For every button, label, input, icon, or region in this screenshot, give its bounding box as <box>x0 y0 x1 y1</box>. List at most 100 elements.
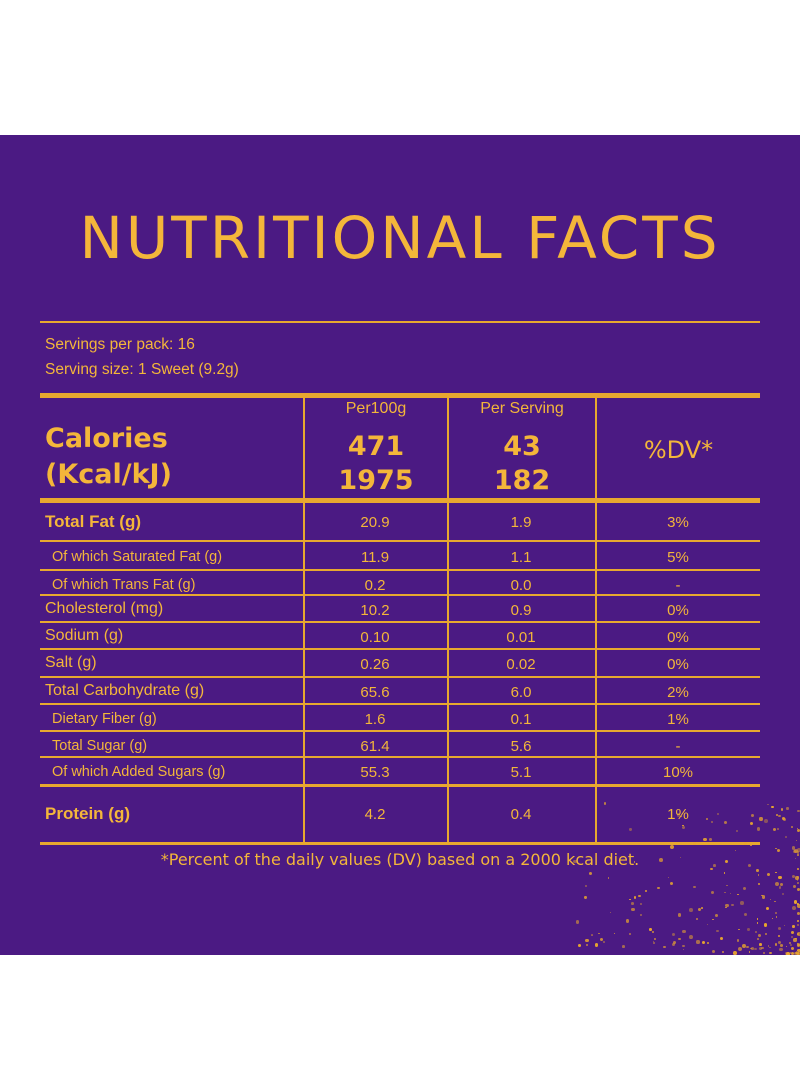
dust-particle <box>588 871 592 875</box>
dust-particle <box>743 842 748 846</box>
dust-particle <box>780 882 784 886</box>
dust-particle <box>724 891 726 894</box>
dust-particle <box>792 906 797 911</box>
nutrient-label: Dietary Fiber (g) <box>52 710 157 727</box>
dust-particle <box>659 858 663 863</box>
page-title: NUTRITIONAL FACTS <box>79 204 721 272</box>
dust-particle <box>656 886 660 890</box>
dust-particle <box>758 933 762 937</box>
dust-particle <box>737 939 740 942</box>
dust-particle <box>797 911 800 915</box>
dust-particle <box>794 848 799 853</box>
dust-particle <box>672 942 676 946</box>
dust-particle <box>756 918 759 920</box>
nutrient-value-serving: 0.1 <box>510 710 532 728</box>
dust-particle <box>594 943 599 947</box>
dust-particle <box>761 946 764 950</box>
nutrient-value-per100g: 0.10 <box>360 628 390 646</box>
dust-particle <box>767 945 770 947</box>
dust-particle <box>669 881 673 885</box>
dust-particle <box>680 857 682 859</box>
dust-particle <box>743 912 748 917</box>
dust-particle <box>754 947 757 951</box>
nutrient-value-dv: - <box>675 576 681 594</box>
dust-particle <box>585 944 588 947</box>
nutrient-label: Cholesterol (mg) <box>45 599 164 617</box>
dust-particle <box>740 901 744 905</box>
dust-particle <box>776 827 780 830</box>
dust-particle <box>748 863 752 868</box>
dust-particle <box>756 922 759 924</box>
dust-particle <box>797 920 800 923</box>
dust-particle <box>797 942 800 947</box>
dust-particle <box>584 896 587 899</box>
dust-particle <box>726 884 728 886</box>
dust-particle <box>792 884 796 888</box>
nutrient-value-serving: 0.0 <box>510 576 532 594</box>
dust-particle <box>778 886 782 890</box>
nutrient-label: Salt (g) <box>45 653 97 671</box>
dust-particle <box>764 932 768 936</box>
calories-label: Calories (Kcal/kJ) <box>45 421 172 493</box>
nutrient-value-serving: 0.02 <box>506 655 536 673</box>
dust-particle <box>789 952 792 954</box>
dust-particle <box>735 829 739 832</box>
dust-particle <box>770 898 772 900</box>
dust-particle <box>585 939 589 943</box>
dust-particle <box>669 845 674 850</box>
dust-particle <box>797 952 800 955</box>
dust-particle <box>681 825 686 830</box>
dust-particle <box>759 942 762 946</box>
nutrient-value-per100g: 11.9 <box>360 548 390 566</box>
column-header-dv: %DV* <box>643 436 714 464</box>
dust-particle <box>573 860 577 864</box>
dust-particle <box>758 882 761 885</box>
nutrient-value-serving: 0.9 <box>510 601 532 619</box>
row-divider <box>40 730 760 732</box>
dust-particle <box>757 827 761 831</box>
dust-particle <box>797 924 800 927</box>
dust-particle <box>702 941 706 945</box>
dust-particle <box>784 951 789 955</box>
dust-particle <box>749 951 751 953</box>
dust-particle <box>761 894 763 896</box>
row-divider <box>40 594 760 596</box>
dust-particle <box>695 917 698 920</box>
dust-particle <box>724 906 727 909</box>
dust-particle <box>680 815 683 818</box>
dust-particle <box>721 950 724 953</box>
dust-particle <box>591 933 594 936</box>
dust-particle <box>693 841 697 845</box>
nutrient-value-serving: 1.9 <box>510 514 532 531</box>
dust-particle <box>710 891 714 895</box>
dust-particle <box>790 952 795 955</box>
dust-particle <box>693 885 696 889</box>
dust-particle <box>791 874 795 878</box>
dust-particle <box>713 863 716 867</box>
nutrient-value-dv: 0% <box>667 601 689 619</box>
dust-particle <box>797 904 800 909</box>
nutrient-value-dv: 1% <box>667 806 689 823</box>
dust-particle <box>622 945 625 948</box>
dust-particle <box>796 903 799 905</box>
dust-particle <box>797 853 800 856</box>
dust-particle <box>797 880 799 882</box>
nutrient-value-serving: 5.1 <box>510 763 532 781</box>
dust-particle <box>787 952 791 955</box>
dust-particle <box>638 894 641 898</box>
nutrient-value-serving: 6.0 <box>510 683 532 701</box>
dust-particle <box>793 951 798 955</box>
dust-particle <box>797 867 799 870</box>
dust-particle <box>607 877 610 879</box>
dust-particle <box>775 871 777 874</box>
row-divider <box>40 648 760 650</box>
dust-particle <box>697 908 701 912</box>
dust-particle <box>778 940 782 944</box>
dust-particle <box>676 813 681 817</box>
dust-particle <box>629 933 632 936</box>
nutrient-value-dv: 1% <box>667 710 689 728</box>
dust-particle <box>750 843 753 846</box>
calories-label-line2: (Kcal/kJ) <box>45 459 172 490</box>
nutrient-label: Of which Saturated Fat (g) <box>52 548 223 565</box>
dust-particle <box>781 808 784 811</box>
